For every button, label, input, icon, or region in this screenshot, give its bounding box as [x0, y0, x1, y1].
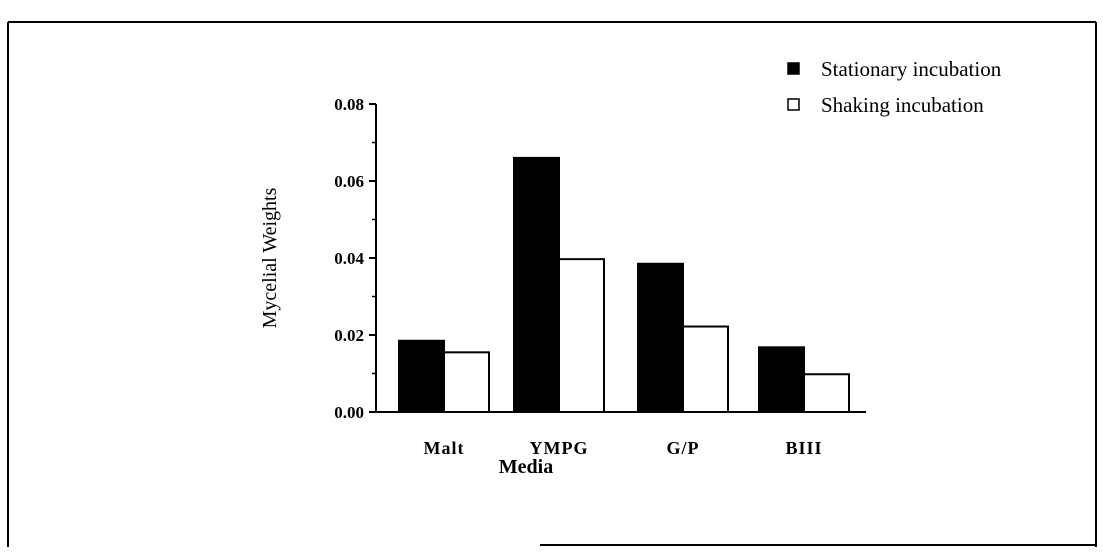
bar-malt-stationary	[398, 339, 445, 413]
chart-legend: Stationary incubation Shaking incubation	[787, 57, 1002, 117]
x-axis-title: Media	[499, 456, 553, 478]
x-tick-label: G/P	[667, 438, 700, 458]
bar-biii-shaking	[803, 373, 850, 413]
bar-series	[398, 156, 850, 414]
x-tick-label: Malt	[424, 438, 465, 458]
y-axis-title: Mycelial Weights	[259, 187, 281, 328]
legend-swatch	[787, 98, 800, 111]
legend-label: Shaking incubation	[821, 93, 984, 117]
bar-g-p-stationary	[637, 262, 684, 413]
bar-ympg-stationary	[513, 156, 560, 413]
x-axis-tick-labels: Malt YMPG G/P BIII	[424, 438, 822, 458]
bar-biii-stationary	[758, 346, 805, 414]
legend-swatch	[787, 62, 800, 75]
x-tick-label: YMPG	[530, 438, 589, 458]
legend-label: Stationary incubation	[821, 57, 1002, 81]
y-tick-label: 0.08	[334, 95, 364, 114]
y-tick-label: 0.02	[334, 326, 364, 345]
figure-frame	[7, 21, 1097, 547]
bar-g-p-shaking	[682, 325, 729, 413]
y-tick-label: 0.06	[334, 172, 364, 191]
y-tick-label: 0.00	[334, 403, 364, 422]
bar-malt-shaking	[443, 351, 490, 414]
bar-ympg-shaking	[558, 258, 605, 413]
x-tick-label: BIII	[785, 438, 822, 458]
y-axis-ticks: 0.00 0.02 0.04 0.06 0.08	[334, 95, 376, 422]
y-tick-label: 0.04	[334, 249, 364, 268]
